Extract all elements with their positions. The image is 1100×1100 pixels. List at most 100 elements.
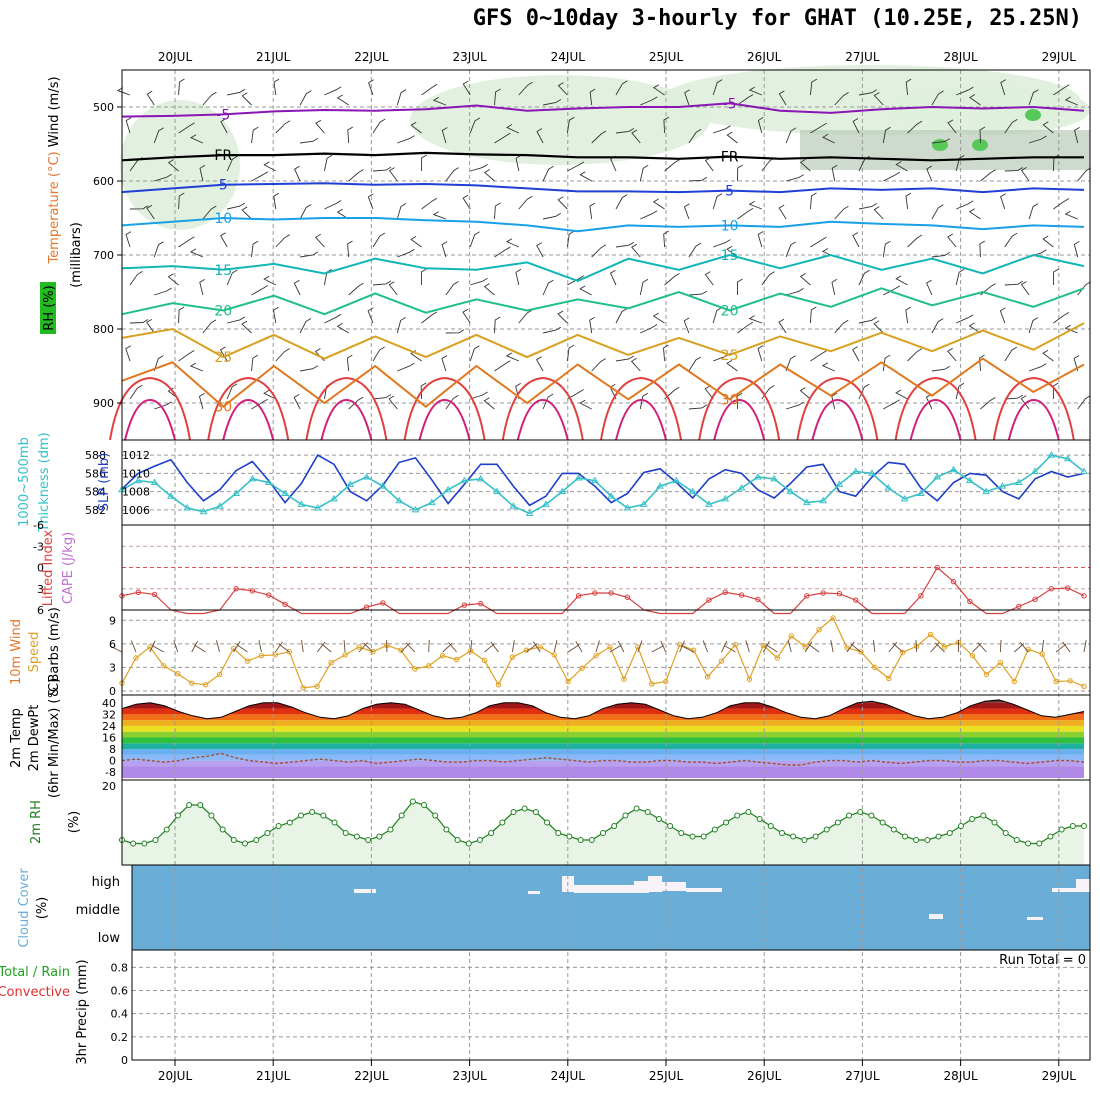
data-point <box>461 602 468 608</box>
data-point <box>544 819 551 826</box>
precip-legend-total: Total / Rain <box>0 965 70 980</box>
data-point <box>924 837 931 843</box>
data-point <box>1036 840 1043 847</box>
wind-barb <box>821 362 835 372</box>
wind-barb <box>931 204 944 220</box>
contour-label: -5 <box>723 96 737 112</box>
contour-35 <box>894 376 977 441</box>
data-point <box>230 837 237 843</box>
data-point <box>738 592 745 598</box>
data-point <box>1047 451 1056 458</box>
wind-barb <box>640 96 658 106</box>
data-point <box>802 498 811 506</box>
wind-barb <box>146 90 155 106</box>
temp-band <box>122 743 1084 750</box>
wind-barb <box>980 397 996 410</box>
data-point <box>836 591 843 597</box>
temp-band <box>122 760 1084 767</box>
data-point <box>721 494 730 502</box>
data-point <box>941 644 948 650</box>
cloud-ylabel-2: (%) <box>35 897 50 920</box>
wind-barb <box>1028 317 1039 334</box>
contour-label: 15 <box>214 263 232 279</box>
wind-barb <box>388 167 398 182</box>
temp-ylabel-3: (6hr Min/Max) (°C) <box>47 678 62 798</box>
wind-barb <box>757 117 764 134</box>
wind-barb <box>294 165 301 182</box>
y-tick-label: 0 <box>121 1054 128 1067</box>
y-tick-label: 6 <box>37 604 44 617</box>
data-point <box>370 649 376 655</box>
data-point <box>734 812 741 819</box>
wind-barb <box>931 252 951 258</box>
data-point <box>439 652 446 659</box>
temp-contour-10 <box>121 216 1085 233</box>
cloud-gap <box>528 891 540 894</box>
wind-barb <box>652 198 665 210</box>
data-point <box>718 658 725 664</box>
wind-barb <box>445 167 459 182</box>
wind-barb <box>883 399 900 410</box>
wind-barb <box>809 78 818 96</box>
wind-barb <box>1077 395 1091 410</box>
date-label: 27JUL <box>845 1069 880 1083</box>
wind-barb <box>543 212 562 220</box>
data-point <box>835 480 844 487</box>
wind-barb <box>469 231 480 248</box>
y-tick-label: 32 <box>102 708 116 721</box>
wind-barb <box>1020 167 1030 182</box>
data-point <box>917 489 925 496</box>
wind-barb <box>579 285 592 296</box>
cloud-gap <box>574 885 634 893</box>
data-point <box>281 489 289 496</box>
wind-barb <box>348 396 364 410</box>
wind-barb <box>410 236 422 248</box>
data-point <box>700 833 707 840</box>
wind-barb <box>567 644 580 653</box>
wind-barb <box>273 306 279 324</box>
wind-barb <box>931 138 951 144</box>
data-point <box>830 615 836 621</box>
contour-40 <box>418 398 471 441</box>
wind-barb <box>688 128 702 144</box>
wind-barb <box>532 641 541 653</box>
date-label: 24JUL <box>551 50 586 64</box>
wind-barb <box>737 208 754 220</box>
date-label: 22JUL <box>354 1069 389 1083</box>
data-point <box>555 830 562 836</box>
data-point <box>488 830 495 836</box>
wind-barb <box>470 164 488 172</box>
data-point <box>454 837 461 843</box>
wind-barb <box>652 312 665 324</box>
wind-barb <box>557 310 568 324</box>
y-tick-label: 588 <box>85 449 106 462</box>
cloud-level-label: low <box>98 931 121 946</box>
data-point <box>745 809 752 815</box>
data-point <box>918 593 924 599</box>
li-ylabel-2: Lifted Index <box>41 529 56 606</box>
data-point <box>672 476 681 484</box>
wind-barb <box>737 321 754 334</box>
wind-barb <box>494 88 501 106</box>
wind-barb <box>154 401 172 410</box>
axis-label-part: (%) <box>67 811 82 834</box>
contour-35 <box>207 376 290 441</box>
wind-barb <box>227 202 246 210</box>
data-point <box>412 666 418 672</box>
data-point <box>1031 467 1039 475</box>
contour-label: 15 <box>721 248 739 264</box>
wind-barb <box>955 382 965 400</box>
data-point <box>286 649 293 655</box>
wind-barb <box>575 641 583 653</box>
wind-barb <box>905 306 912 324</box>
data-point <box>1032 596 1038 603</box>
data-point <box>432 812 439 819</box>
wind-barb <box>315 119 325 134</box>
contour-label: 25 <box>721 348 739 364</box>
series-2m-dewpt <box>121 752 1085 766</box>
wind-barb <box>761 271 775 286</box>
wind-barb <box>189 362 204 372</box>
data-point <box>624 594 631 600</box>
li-ylabel-1: CAPE (J/kg) <box>61 532 76 604</box>
wind-barb <box>336 94 349 106</box>
